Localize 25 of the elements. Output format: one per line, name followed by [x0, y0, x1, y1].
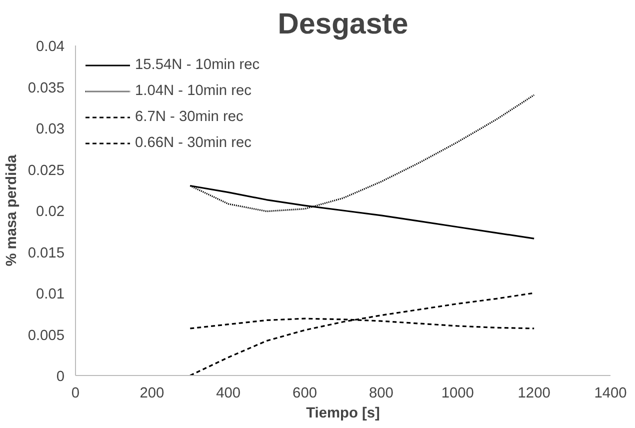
x-tick-label: 400 [216, 386, 241, 402]
legend-label: 0.66N - 30min rec [135, 135, 252, 151]
x-tick-label: 800 [368, 386, 394, 402]
legend-label: 15.54N - 10min rec [135, 57, 260, 73]
legend-label: 6.7N - 30min rec [135, 109, 244, 125]
y-tick-label: 0.02 [36, 204, 65, 220]
chart-title: Desgaste [278, 8, 408, 40]
y-tick-label: 0.03 [36, 122, 65, 138]
y-tick-label: 0.015 [28, 245, 65, 262]
y-axis-title: % masa perdida [4, 154, 20, 266]
y-tick-label: 0.025 [28, 162, 65, 179]
x-tick-label: 600 [292, 386, 318, 402]
legend-label: 1.04N - 10min rec [135, 83, 252, 99]
y-tick-label: 0.01 [36, 286, 65, 302]
x-tick-label: 1000 [441, 386, 474, 402]
y-tick-label: 0.005 [28, 328, 65, 344]
y-tick-label: 0.04 [36, 39, 65, 55]
x-tick-label: 200 [140, 386, 164, 402]
line-series [189, 292, 535, 376]
x-tick-label: 1200 [518, 386, 550, 402]
x-tick-label: 0 [71, 386, 80, 402]
x-tick-label: 1400 [594, 386, 627, 402]
y-tick-label: 0.035 [28, 80, 65, 96]
x-axis-title: Tiempo [s] [306, 406, 380, 422]
y-tick-label: 0 [56, 369, 65, 385]
